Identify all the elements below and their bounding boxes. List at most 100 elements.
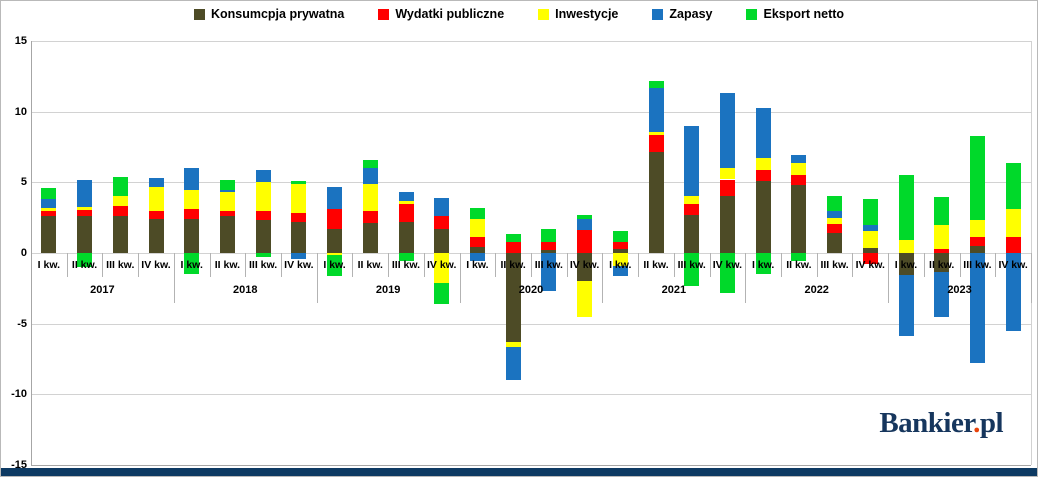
bar-segment [541,250,557,253]
bar-segment [148,187,164,211]
bar-segment [934,225,950,249]
quarter-separator-tick [102,253,104,277]
bar-segment [755,108,771,158]
bar-segment [934,272,950,317]
bar-segment [969,219,985,237]
bar-segment [291,253,307,260]
bar-segment [862,253,878,265]
year-separator-tick [888,253,890,303]
bar-segment [255,253,271,258]
quarter-separator-tick [995,253,997,277]
bar-segment [791,175,807,186]
quarter-separator-tick [638,253,640,277]
bar-segment [327,228,343,253]
bar-segment [219,216,235,253]
legend-item: Inwestycje [538,7,618,21]
year-separator-tick [316,253,318,303]
bar-segment [934,197,950,226]
bar-segment [719,179,735,197]
bar-segment [398,203,414,222]
quarter-separator-tick [209,253,211,277]
y-axis-tick-label: -15 [11,459,27,471]
bar-segment [398,200,414,204]
bar-segment [327,209,343,229]
bar-segment [898,253,914,275]
legend-swatch-icon [193,8,205,20]
logo-dot: . [973,407,980,439]
year-label: 2022 [804,284,829,296]
bar-segment [505,241,521,253]
bar-segment [684,196,700,204]
quarter-separator-tick [66,253,68,277]
bar-segment [862,248,878,253]
bar-segment [1005,253,1021,331]
quarter-label: I kw. [180,259,203,271]
bar-segment [434,216,450,229]
quarter-separator-tick [566,253,568,277]
bar-segment [1005,163,1021,210]
bar-segment [719,168,735,180]
bar-segment [1005,209,1021,238]
bar-segment [469,237,485,247]
bar-segment [898,274,914,337]
quarter-separator-tick [423,253,425,277]
bar-segment [41,211,57,216]
quarter-separator-tick [531,253,532,277]
quarter-label: I kw. [37,259,61,271]
year-label: 2023 [947,284,972,296]
bar-segment [219,179,235,191]
year-separator-tick [173,253,175,303]
bar-segment [469,253,485,261]
quarter-label: II kw. [357,259,383,271]
bar-segment [648,132,664,135]
quarter-label: I kw. [609,259,632,271]
quarter-label: II kw. [71,259,98,271]
bar-segment [469,208,485,220]
bar-segment [112,206,128,216]
bar-segment [469,219,485,238]
legend-label: Zapasy [669,7,713,21]
bar-segment [77,207,93,210]
quarter-label: I kw. [894,259,918,271]
quarter-label: III kw. [249,259,278,271]
y-axis-tick-label: 15 [14,35,27,47]
quarter-separator-tick [781,253,782,277]
bar-segment [577,219,593,231]
bar-segment [755,253,771,275]
quarter-separator-tick [281,253,282,277]
bar-segment [827,233,843,253]
bar-segment [1005,237,1021,253]
bar-segment [934,253,950,273]
bar-segment [684,203,700,215]
bar-segment [612,241,628,250]
bar-segment [791,154,807,163]
bar-segment [327,187,343,210]
bar-segment [648,80,664,89]
bar-segment [219,192,235,211]
bar-segment [505,342,521,347]
bar-segment [612,253,628,266]
bar-segment [862,199,878,226]
bar-segment [434,253,450,283]
bar-segment [827,224,843,234]
legend-label: Wydatki publiczne [395,7,505,21]
quarter-label: IV kw. [569,259,600,271]
bar-segment [541,253,557,292]
quarter-separator-tick [388,253,390,277]
quarter-label: III kw. [534,259,563,271]
bar-segment [184,209,200,220]
bar-segment [327,255,343,276]
quarter-label: III kw. [106,259,135,271]
bar-segment [148,178,164,188]
bar-segment [398,221,414,253]
y-axis-tick-label: 10 [14,105,27,118]
bar-segment [184,168,200,191]
legend-label: Inwestycje [555,7,619,21]
year-separator-tick [745,253,747,303]
bar-segment [184,253,200,275]
year-separator-tick [1031,253,1032,303]
bar-segment [362,160,378,169]
bar-segment [112,177,128,197]
bar-segment [755,157,771,170]
bar-segment [505,253,521,343]
